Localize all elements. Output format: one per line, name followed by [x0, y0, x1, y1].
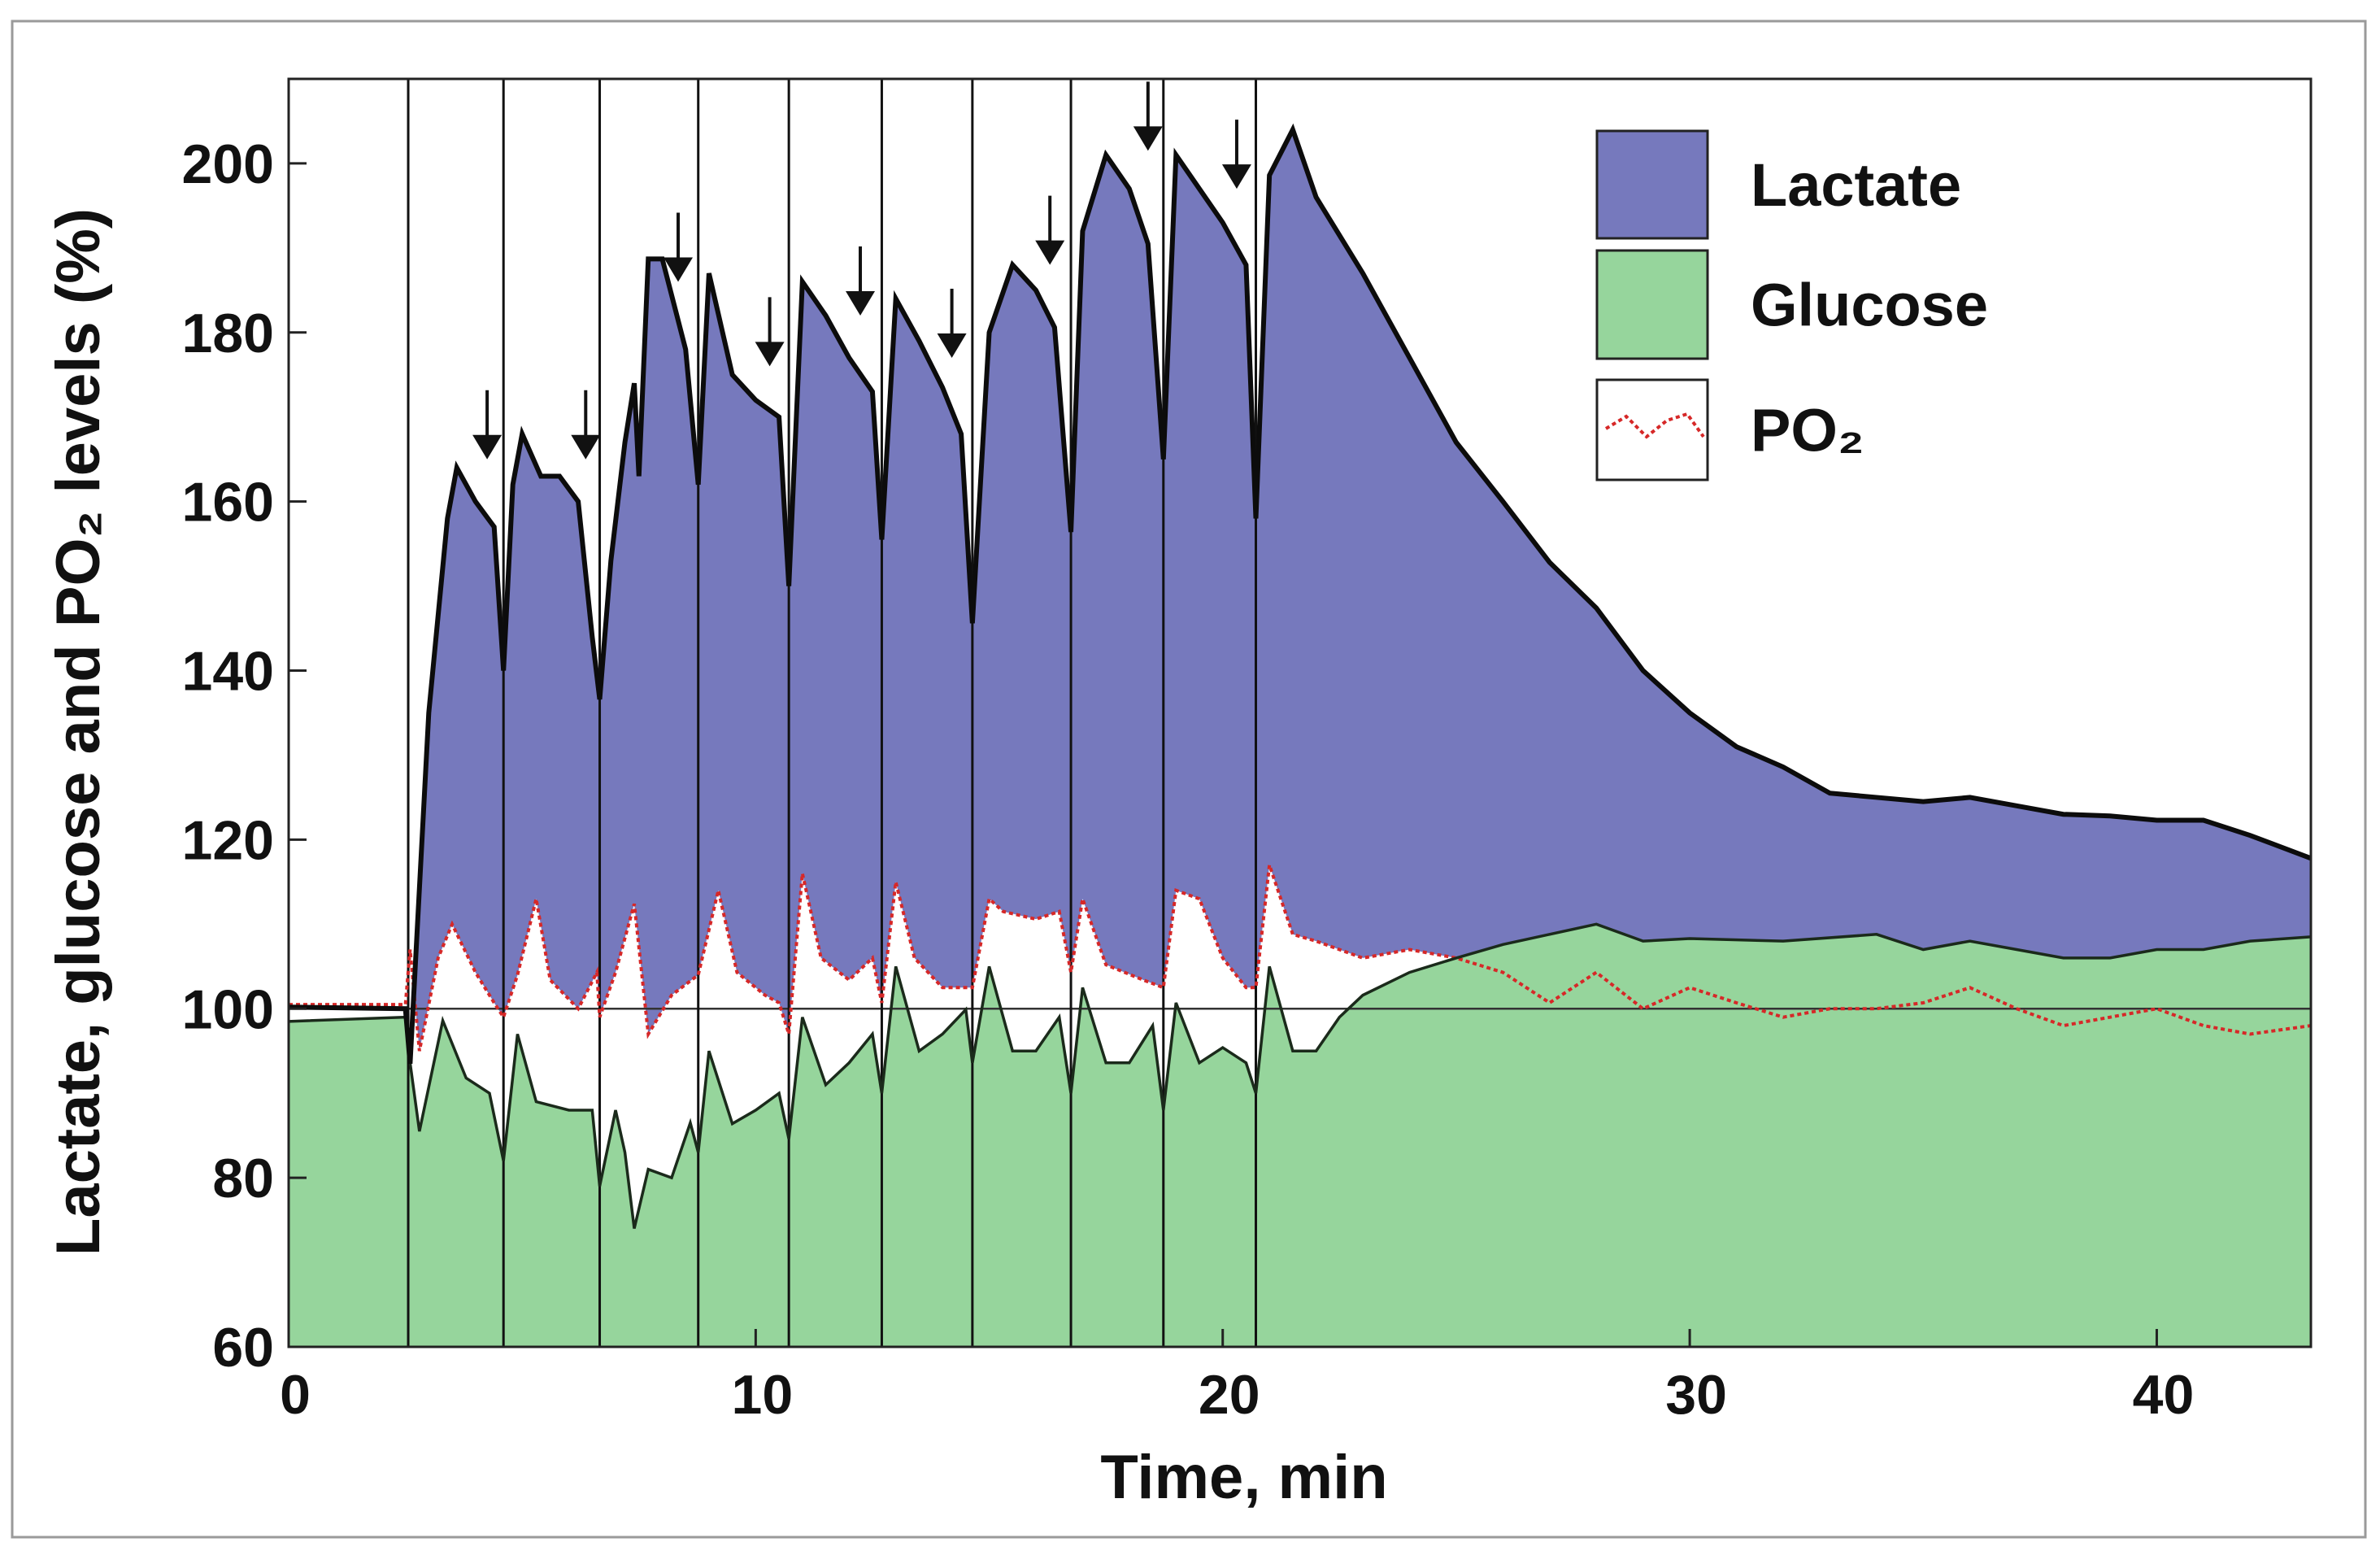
y-tick-label: 180	[182, 303, 274, 364]
legend-po2-line-icon	[1604, 412, 1705, 439]
plot-frame	[287, 77, 2313, 1348]
legend-swatch-lactate	[1595, 129, 1709, 240]
plot-area: 0 10 20 30 40 60 80 100 120 140 160 180 200	[182, 77, 2313, 1426]
x-tick-label: 40	[2133, 1364, 2195, 1426]
glucose-area	[289, 924, 2311, 1347]
x-tick-label: 10	[732, 1364, 794, 1426]
legend-swatch-po2	[1595, 378, 1709, 481]
y-tick-label: 120	[182, 809, 274, 871]
x-axis-label: Time, min	[1100, 1443, 1387, 1512]
arrow-head	[846, 291, 876, 316]
legend-swatch-glucose	[1595, 249, 1709, 360]
arrow-head	[664, 257, 694, 282]
x-tick-label: 20	[1199, 1364, 1260, 1426]
glucose-line	[288, 922, 2312, 1229]
arrow-head	[571, 434, 601, 460]
x-tick-label: 30	[1665, 1364, 1727, 1426]
legend-label-po2: PO₂	[1751, 397, 1864, 464]
y-tick-label: 80	[212, 1148, 274, 1209]
legend-label-glucose: Glucose	[1751, 272, 1988, 339]
lactate-line	[288, 123, 2313, 1065]
y-axis-label: Lactate, glucose and PO₂ levels (%)	[44, 208, 113, 1256]
legend-label-lactate: Lactate	[1751, 151, 1961, 219]
arrow-head	[1035, 240, 1065, 265]
x-tick-label: 0	[280, 1364, 311, 1426]
y-tick-label: 160	[182, 472, 274, 534]
arrow-head	[755, 342, 785, 367]
y-tick-label: 60	[212, 1317, 274, 1379]
po2-line	[289, 864, 2312, 1052]
legend: Lactate Glucose PO₂	[1595, 129, 1988, 481]
y-tick-label: 140	[182, 641, 274, 703]
arrow-head	[1133, 126, 1163, 151]
y-tick-label: 200	[182, 133, 274, 195]
arrow-head	[472, 434, 503, 460]
arrow-head	[1221, 164, 1251, 190]
arrow-head	[937, 333, 967, 358]
y-tick-label: 100	[182, 978, 274, 1040]
